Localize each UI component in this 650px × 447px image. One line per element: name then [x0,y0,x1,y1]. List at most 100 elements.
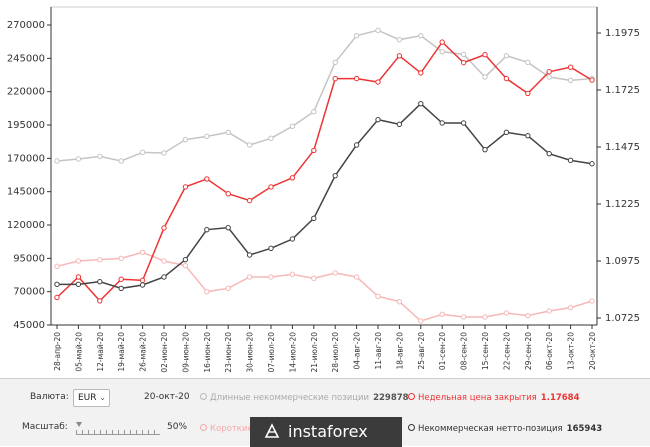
data-point-long-positions [375,27,381,34]
data-point-long-positions [139,149,146,156]
data-point-long-positions [182,136,189,143]
x-tick-label: 28-июл-20 [331,332,340,373]
data-point-short-positions [139,249,146,256]
data-point-weekly-close [589,77,595,83]
data-point-weekly-close [268,184,274,190]
cot-chart: 270000 245000 220000 195000 170000 145000 1200… [7,6,640,373]
x-tick-label: 09-июн-20 [181,332,190,373]
left-tick-label: 70000 [13,287,45,298]
data-point-net-position [353,142,360,148]
x-tick-label: 14-июл-20 [288,332,297,373]
data-point-net-position [289,236,296,242]
data-point-short-positions [289,271,296,278]
legend-short-label: Короткие н [210,424,261,434]
instaforex-mark-icon [264,423,280,438]
legend-short[interactable]: Короткие н [200,424,261,434]
data-point-short-positions [460,314,467,320]
data-point-net-position [525,132,531,139]
data-point-long-positions [311,108,317,115]
left-tick-label: 95000 [13,253,45,264]
legend-long-marker [200,393,207,400]
data-point-short-positions [396,298,403,305]
data-point-short-positions [246,274,253,280]
data-point-long-positions [525,59,531,66]
legend-close[interactable]: Недельная цена закрытия 1.17684 [408,393,580,403]
data-point-net-position [311,215,317,222]
data-point-short-positions [567,304,574,311]
data-point-net-position [75,281,82,288]
plot-area [50,6,598,326]
data-point-weekly-close [332,75,338,82]
x-tick-label: 18-авг-20 [395,332,404,370]
left-tick-label: 220000 [7,87,45,98]
data-point-net-position [332,172,338,179]
data-point-long-positions [97,153,103,160]
left-tick-label: 45000 [13,320,45,331]
data-point-weekly-close [225,191,231,197]
data-point-long-positions [353,32,360,39]
x-tick-label: 07-июл-20 [267,332,276,373]
x-tick-label: 12-май-20 [96,332,105,372]
scale-slider[interactable] [76,422,160,435]
legend-net[interactable]: Некоммерческая нетто-позиция 165943 [408,424,602,434]
data-point-long-positions [246,142,253,148]
left-tick-label: 170000 [7,153,45,164]
right-tick-label: 1.1225 [605,199,640,210]
data-point-long-positions [268,135,274,142]
data-point-long-positions [482,74,488,80]
x-tick-label: 13-окт-20 [567,332,576,370]
data-point-weekly-close [525,90,531,97]
data-point-net-position [396,121,403,128]
data-point-net-position [246,252,253,258]
data-point-short-positions [311,275,317,282]
data-point-net-position [204,226,210,233]
currency-label: Валюта: [30,392,69,402]
data-point-net-position [225,224,231,231]
data-point-weekly-close [546,69,552,75]
series-line-weekly-close [56,40,593,302]
data-point-net-position [567,157,574,164]
data-point-net-position [439,120,445,126]
data-point-long-positions [54,158,60,164]
data-point-net-position [546,150,552,157]
data-point-short-positions [161,258,167,264]
x-tick-label: 05-май-20 [74,332,83,372]
right-tick-label: 1.1725 [605,85,640,96]
x-tick-label: 16-июн-20 [203,332,212,373]
legend-long[interactable]: Длинные некоммерческие позиции 229878 [200,393,409,403]
data-point-long-positions [439,48,445,55]
data-point-weekly-close [460,59,467,66]
data-point-net-position [161,274,167,280]
data-point-short-positions [482,314,488,320]
legend-short-marker [200,424,207,431]
legend-long-value: 229878 [373,393,409,403]
data-point-short-positions [525,312,531,319]
data-point-short-positions [97,256,103,263]
data-point-weekly-close [161,225,167,231]
x-tick-label: 15-сен-20 [481,332,490,370]
data-point-long-positions [460,51,467,58]
data-point-long-positions [567,77,574,84]
left-tick-label: 145000 [7,187,45,198]
legend-net-marker [408,424,415,431]
data-point-long-positions [418,32,424,39]
data-point-weekly-close [182,184,189,190]
data-point-long-positions [225,129,231,136]
data-point-net-position [97,278,103,285]
currency-select[interactable]: EUR ⌄ [73,389,110,407]
data-point-net-position [589,161,595,167]
series-line-net-position [57,102,593,290]
x-tick-label: 28-апр-20 [53,332,62,371]
data-point-long-positions [546,74,552,80]
scale-value: 50% [167,422,188,432]
x-tick-label: 11-авг-20 [374,332,383,370]
data-point-weekly-close [118,276,124,282]
left-tick-label: 270000 [7,20,45,31]
data-point-net-position [118,285,124,292]
data-point-long-positions [75,156,82,162]
control-panel: Валюта: EUR ⌄ 20-окт-20 Масштаб: 50% Дли… [0,378,650,447]
x-tick-label: 04-авг-20 [353,332,362,370]
x-tick-label: 19-май-20 [117,332,126,372]
series-line-long-positions [56,29,593,162]
scale-slider-thumb[interactable] [76,422,82,427]
